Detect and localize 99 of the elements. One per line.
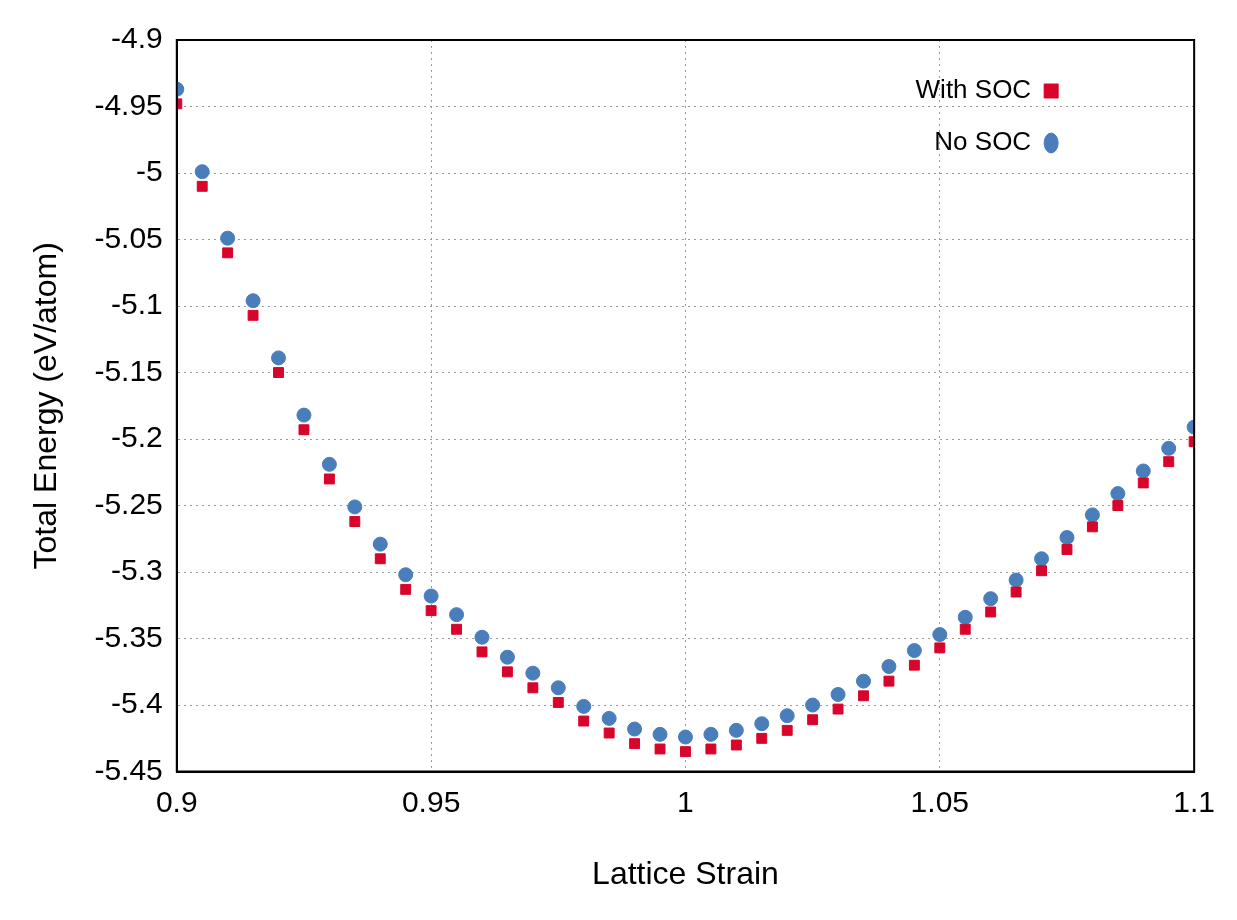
point xyxy=(730,739,742,751)
point xyxy=(1135,463,1151,479)
point xyxy=(601,710,617,726)
point xyxy=(474,629,490,645)
x-tick-label: 0.9 xyxy=(155,784,198,818)
point xyxy=(296,407,312,423)
point xyxy=(578,715,590,727)
point xyxy=(1036,565,1047,577)
point xyxy=(576,698,592,714)
point xyxy=(245,293,261,309)
point xyxy=(398,567,414,583)
y-tick-label: -5.35 xyxy=(94,619,163,653)
point xyxy=(1008,572,1024,588)
point xyxy=(1161,440,1177,456)
point xyxy=(374,553,386,565)
point xyxy=(652,726,668,742)
legend-label: With SOC xyxy=(915,74,1032,105)
point xyxy=(323,473,335,485)
point xyxy=(881,659,897,675)
x-tick-label: 1.1 xyxy=(1173,784,1216,818)
point xyxy=(196,180,208,192)
point xyxy=(603,727,615,739)
x-axis-title: Lattice Strain xyxy=(592,854,779,891)
point xyxy=(728,722,744,738)
point xyxy=(527,682,539,694)
point xyxy=(629,738,641,750)
y-tick-label: -5.05 xyxy=(94,220,163,254)
y-tick-label: -5.25 xyxy=(94,486,163,520)
point xyxy=(985,606,997,618)
point xyxy=(451,623,463,635)
point xyxy=(705,743,717,755)
point xyxy=(807,714,819,726)
y-tick-label: -5.45 xyxy=(94,752,163,786)
point xyxy=(271,350,287,366)
point xyxy=(703,726,719,742)
point xyxy=(1084,507,1100,523)
point xyxy=(654,743,666,755)
y-tick-label: -5.15 xyxy=(94,353,163,387)
point xyxy=(1059,529,1075,545)
point xyxy=(983,591,999,607)
point xyxy=(781,724,793,736)
point xyxy=(525,665,541,681)
point xyxy=(1086,521,1098,533)
point xyxy=(858,690,869,702)
point xyxy=(1010,586,1022,598)
y-tick-label: -5.3 xyxy=(111,553,163,587)
point xyxy=(273,367,284,378)
point xyxy=(959,623,971,635)
point xyxy=(1112,500,1124,512)
point xyxy=(425,605,437,617)
y-tick-label: -5.1 xyxy=(111,287,163,321)
y-axis-title: Total Energy (eV/atom) xyxy=(27,242,64,570)
point xyxy=(1137,477,1149,489)
point xyxy=(476,646,488,658)
point xyxy=(908,659,920,671)
point xyxy=(298,424,310,436)
point xyxy=(222,247,234,259)
point xyxy=(347,499,363,515)
y-tick-label: -5.2 xyxy=(111,420,163,454)
point xyxy=(1163,456,1175,468)
point xyxy=(1110,486,1126,502)
point xyxy=(906,643,922,659)
point xyxy=(957,609,973,625)
point xyxy=(220,230,236,246)
point xyxy=(932,627,948,643)
point xyxy=(677,729,693,745)
y-tick-label: -4.95 xyxy=(94,87,163,121)
point xyxy=(194,164,210,180)
x-tick-label: 0.95 xyxy=(401,784,461,818)
point xyxy=(501,666,513,678)
point xyxy=(423,588,439,604)
point xyxy=(832,703,844,715)
point xyxy=(627,721,643,737)
point xyxy=(779,708,795,724)
point xyxy=(883,675,895,687)
point xyxy=(499,649,515,665)
point xyxy=(552,696,564,708)
point xyxy=(934,642,946,654)
point xyxy=(400,583,412,595)
point xyxy=(247,309,259,321)
point xyxy=(1061,544,1073,555)
legend-label: No SOC xyxy=(934,126,1032,157)
point xyxy=(372,536,388,552)
point xyxy=(754,716,770,732)
point xyxy=(449,607,465,623)
point xyxy=(756,732,768,744)
point xyxy=(1034,551,1050,567)
point xyxy=(349,516,361,527)
point xyxy=(856,673,871,689)
x-tick-label: 1.05 xyxy=(910,784,969,818)
point xyxy=(830,686,846,702)
y-tick-label: -5 xyxy=(136,154,163,188)
x-tick-label: 1 xyxy=(677,784,694,818)
point xyxy=(550,680,566,696)
point xyxy=(680,746,691,758)
y-tick-label: -5.4 xyxy=(111,686,163,720)
point xyxy=(321,456,337,472)
y-tick-label: -4.9 xyxy=(111,21,163,55)
point xyxy=(805,697,821,713)
